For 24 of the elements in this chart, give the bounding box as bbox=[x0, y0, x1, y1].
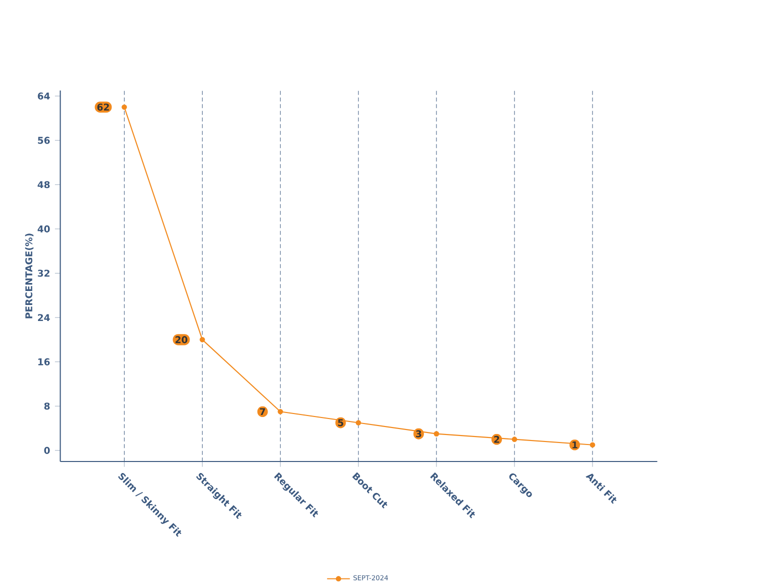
y-tick-label: 24 bbox=[38, 314, 50, 322]
y-tick-label: 8 bbox=[44, 402, 50, 410]
data-label: 1 bbox=[572, 442, 578, 449]
data-label: 62 bbox=[97, 104, 109, 111]
y-tick-label: 64 bbox=[38, 92, 50, 100]
point bbox=[512, 436, 518, 442]
point bbox=[434, 431, 440, 437]
y-tick-label: 32 bbox=[38, 270, 50, 277]
y-tick-label: 48 bbox=[38, 181, 50, 188]
data-label: 7 bbox=[260, 408, 266, 416]
point bbox=[590, 442, 596, 448]
y-tick-label: 56 bbox=[38, 137, 50, 144]
point bbox=[356, 420, 362, 426]
y-tick-label: 16 bbox=[38, 358, 50, 366]
y-axis-title: PERCENTAGE(%) bbox=[25, 234, 34, 318]
point bbox=[278, 409, 284, 415]
point bbox=[122, 104, 127, 110]
data-label: 5 bbox=[338, 420, 344, 426]
data-label: 3 bbox=[416, 430, 422, 438]
point bbox=[200, 337, 205, 343]
y-tick-label: 40 bbox=[38, 226, 50, 233]
data-label: 2 bbox=[494, 436, 500, 444]
data-label: 20 bbox=[176, 336, 188, 344]
y-tick-label: 0 bbox=[44, 447, 50, 454]
